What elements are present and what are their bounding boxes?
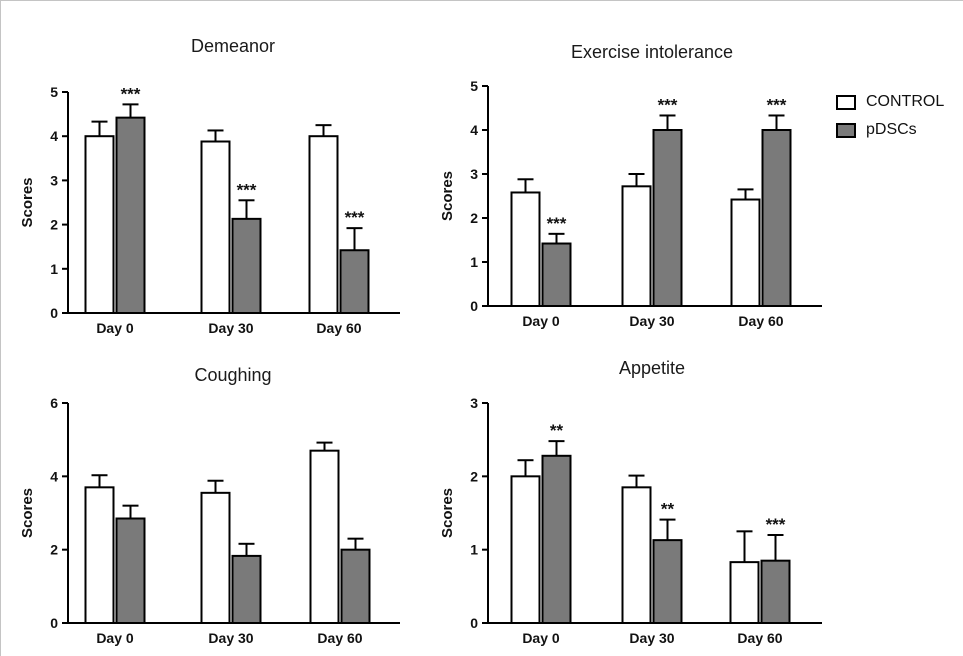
chart-title: Demeanor bbox=[191, 36, 275, 56]
y-tick-label: 1 bbox=[470, 254, 478, 270]
significance-label: *** bbox=[237, 180, 257, 199]
x-tick-label: Day 30 bbox=[629, 313, 674, 329]
y-tick-label: 2 bbox=[470, 210, 478, 226]
bar-pdscs bbox=[652, 539, 683, 625]
y-axis-label: Scores bbox=[439, 171, 456, 221]
chart-title: Appetite bbox=[619, 358, 685, 378]
x-tick-label: Day 0 bbox=[522, 630, 560, 646]
significance-label: *** bbox=[766, 515, 786, 534]
y-tick-label: 1 bbox=[50, 261, 58, 277]
x-tick-label: Day 60 bbox=[738, 313, 783, 329]
bar-pdscs bbox=[760, 559, 791, 625]
bar-control bbox=[510, 191, 541, 307]
significance-label: ** bbox=[661, 500, 675, 519]
bar-pdscs bbox=[541, 242, 572, 308]
y-tick-label: 2 bbox=[470, 468, 478, 484]
bar-pdscs bbox=[231, 554, 262, 625]
bar-pdscs bbox=[340, 548, 371, 625]
bar-control bbox=[621, 486, 652, 625]
y-tick-label: 0 bbox=[470, 615, 478, 631]
y-tick-label: 4 bbox=[50, 128, 58, 144]
bar-pdscs bbox=[115, 116, 146, 314]
legend-swatch-pdscs bbox=[836, 122, 856, 138]
y-tick-label: 5 bbox=[470, 78, 478, 94]
bar-pdscs bbox=[231, 217, 262, 315]
significance-label: *** bbox=[121, 84, 141, 103]
significance-label: *** bbox=[345, 208, 365, 227]
x-tick-label: Day 60 bbox=[737, 630, 782, 646]
chart-title: Exercise intolerance bbox=[571, 42, 733, 62]
x-tick-label: Day 60 bbox=[317, 630, 362, 646]
legend-item-pdscs: pDSCs bbox=[836, 116, 944, 144]
y-tick-label: 4 bbox=[470, 122, 478, 138]
bar-control bbox=[510, 475, 541, 625]
bar-pdscs bbox=[761, 129, 792, 307]
x-tick-label: Day 60 bbox=[316, 320, 361, 336]
bar-control bbox=[84, 135, 115, 314]
bar-control bbox=[621, 185, 652, 308]
y-tick-label: 3 bbox=[50, 172, 58, 188]
bar-control bbox=[730, 198, 761, 308]
bar-control bbox=[200, 140, 231, 314]
bar-pdscs bbox=[541, 454, 572, 624]
bar-control bbox=[729, 561, 760, 625]
bar-control bbox=[200, 491, 231, 625]
y-tick-label: 3 bbox=[470, 395, 478, 411]
y-tick-label: 2 bbox=[50, 542, 58, 558]
y-tick-label: 3 bbox=[470, 166, 478, 182]
significance-label: *** bbox=[767, 95, 787, 114]
significance-label: *** bbox=[547, 214, 567, 233]
bar-pdscs bbox=[339, 249, 370, 314]
x-tick-label: Day 0 bbox=[522, 313, 560, 329]
x-tick-label: Day 30 bbox=[208, 320, 253, 336]
significance-label: *** bbox=[658, 95, 678, 114]
x-tick-label: Day 0 bbox=[96, 320, 134, 336]
bar-pdscs bbox=[652, 129, 683, 307]
x-tick-label: Day 0 bbox=[96, 630, 134, 646]
legend-label-control: CONTROL bbox=[866, 93, 945, 110]
y-tick-label: 2 bbox=[50, 217, 58, 233]
bar-control bbox=[308, 135, 339, 314]
y-tick-label: 4 bbox=[50, 468, 58, 484]
legend-item-control: CONTROL bbox=[836, 88, 944, 116]
legend: CONTROL pDSCs bbox=[836, 88, 944, 144]
y-axis-label: Scores bbox=[19, 177, 36, 227]
y-tick-label: 0 bbox=[470, 298, 478, 314]
bar-control bbox=[309, 449, 340, 624]
y-tick-label: 0 bbox=[50, 305, 58, 321]
y-tick-label: 1 bbox=[470, 542, 478, 558]
y-tick-label: 5 bbox=[50, 84, 58, 100]
y-axis-label: Scores bbox=[439, 488, 456, 538]
bar-control bbox=[84, 486, 115, 625]
chart-title: Coughing bbox=[194, 365, 271, 385]
x-tick-label: Day 30 bbox=[208, 630, 253, 646]
legend-label-pdscs: pDSCs bbox=[866, 121, 917, 138]
significance-label: ** bbox=[550, 421, 564, 440]
x-tick-label: Day 30 bbox=[629, 630, 674, 646]
legend-swatch-control bbox=[836, 94, 856, 110]
bar-pdscs bbox=[115, 517, 146, 624]
y-tick-label: 6 bbox=[50, 395, 58, 411]
y-axis-label: Scores bbox=[19, 488, 36, 538]
y-tick-label: 0 bbox=[50, 615, 58, 631]
